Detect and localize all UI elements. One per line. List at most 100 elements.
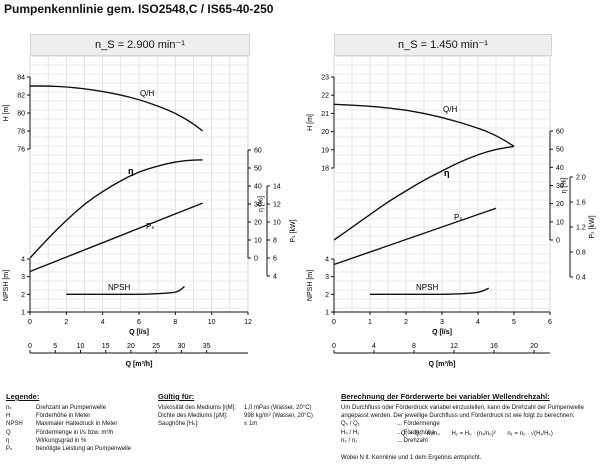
legend: nₛ Drehzahl an Pumpenwelle H Förderhöhe in… bbox=[6, 404, 131, 453]
H-tick-label: 76 bbox=[17, 147, 25, 154]
x-tick-label: 6 bbox=[548, 319, 552, 326]
x2-tick-label: 12 bbox=[450, 343, 458, 350]
calc-intro: Um Durchfluss oder Förderdruck variabel … bbox=[341, 405, 584, 420]
eta-tick-label: 60 bbox=[556, 129, 564, 136]
calc-note: Wobei N lt. Kennlinie und 1 dem Ergebnis… bbox=[341, 455, 482, 461]
x2-tick-label: 5 bbox=[53, 343, 57, 350]
x-tick-label: 8 bbox=[173, 319, 177, 326]
validity-item: Viskosität des Mediums [ηM]: 1,0 mPas (Wa… bbox=[158, 405, 312, 411]
eta-tick-label: 0 bbox=[556, 238, 560, 245]
P-tick-label: 8 bbox=[273, 238, 277, 245]
series-label: NPSH bbox=[108, 283, 130, 292]
x-tick-label: 10 bbox=[208, 319, 216, 326]
eta-axis-label: η [%] bbox=[258, 196, 265, 212]
x2-tick-label: 25 bbox=[152, 343, 160, 350]
calc-def: n₀ / n₁... Drehzahl bbox=[341, 437, 428, 444]
NPSH-tick-label: 3 bbox=[325, 274, 329, 281]
x2-tick-label: 20 bbox=[127, 343, 135, 350]
legend-item: Pₛ benötigte Leistung an Pumpenwelle bbox=[6, 446, 132, 453]
eta-tick-label: 50 bbox=[556, 147, 564, 154]
x2-tick-label: 15 bbox=[102, 343, 110, 350]
speed-label-left: n_S = 2.900 min⁻¹ bbox=[95, 39, 185, 51]
validity-block: Viskosität des Mediums [ηM]: 1,0 mPas (Wa… bbox=[158, 404, 313, 429]
speed-label-right: n_S = 1.450 min⁻¹ bbox=[398, 39, 488, 51]
page-title: Pumpenkennlinie gem. ISO2548,C / IS65-40… bbox=[4, 2, 274, 16]
NPSH-tick-label: 3 bbox=[21, 274, 25, 281]
x-tick-label: 3 bbox=[440, 319, 444, 326]
x2-tick-label: 30 bbox=[177, 343, 185, 350]
eta-tick-label: 20 bbox=[556, 201, 564, 208]
NPSH-tick-label: 1 bbox=[325, 310, 329, 317]
H-tick-label: 82 bbox=[17, 93, 25, 100]
eta-axis-label: η [%] bbox=[561, 177, 568, 193]
x-tick-label: 12 bbox=[244, 319, 252, 326]
x-tick-label: 4 bbox=[476, 319, 480, 326]
NPSH-tick-label: 4 bbox=[325, 257, 329, 264]
legend-item: Q Fördermenge in l/s bzw. m³/h bbox=[6, 429, 114, 436]
eta-tick-label: 40 bbox=[254, 184, 262, 191]
eta-tick-label: 30 bbox=[556, 183, 564, 190]
x2-axis-label: Q [m³/h] bbox=[429, 361, 456, 368]
eta-tick-label: 40 bbox=[556, 165, 564, 172]
H-tick-label: 21 bbox=[321, 111, 329, 118]
eta-tick-label: 60 bbox=[254, 148, 262, 155]
NPSH-axis-label: NPSH [m] bbox=[3, 270, 10, 301]
series-label: η bbox=[444, 168, 450, 178]
P-tick-label: 2.0 bbox=[576, 175, 586, 182]
P-tick-label: 12 bbox=[273, 202, 281, 209]
calc-def: Q₀ / Q₁... Fördermenge bbox=[341, 421, 440, 428]
series-label: η bbox=[128, 166, 134, 176]
series-eta-line bbox=[333, 145, 515, 241]
P-tick-label: 0.8 bbox=[576, 250, 586, 257]
x2-axis-label: Q [m³/h] bbox=[126, 361, 153, 368]
NPSH-tick-label: 2 bbox=[21, 292, 25, 299]
validity-item: Saughöhe [Hₛ]: ≤ 1m bbox=[158, 421, 258, 428]
x2-tick-label: 35 bbox=[203, 343, 211, 350]
x2-tick-label: 0 bbox=[28, 343, 32, 350]
formula-q: Q₁ = Q₀ · n₁/n₀ bbox=[401, 431, 440, 437]
calc-title: Berechnung der Förderwerte bei variabler… bbox=[341, 392, 550, 401]
legend-item: nₛ Drehzahl an Pumpenwelle bbox=[6, 405, 107, 411]
x2-tick-label: 0 bbox=[332, 343, 336, 350]
legend-item: η Wirkungsgrad in % bbox=[6, 437, 87, 444]
x2-tick-label: 4 bbox=[372, 343, 376, 350]
legend-title: Legende: bbox=[6, 392, 40, 401]
H-tick-label: 84 bbox=[17, 75, 25, 82]
H-tick-label: 18 bbox=[321, 166, 329, 173]
calc-def: H₀ / H₁... Förderhöhe bbox=[341, 429, 435, 436]
formula-h: H₁ = H₀ · (n₁/n₀)² bbox=[451, 431, 496, 437]
P-tick-label: 10 bbox=[273, 220, 281, 227]
x-tick-label: 2 bbox=[64, 319, 68, 326]
series-p-line bbox=[333, 207, 497, 266]
eta-tick-label: 10 bbox=[556, 219, 564, 226]
series-label: NPSH bbox=[416, 283, 438, 292]
validity-title: Gültig für: bbox=[158, 392, 195, 401]
x2-tick-label: 16 bbox=[490, 343, 498, 350]
x-tick-label: 1 bbox=[368, 319, 372, 326]
P-tick-label: 1.2 bbox=[576, 225, 586, 232]
P-tick-label: 1.6 bbox=[576, 200, 586, 207]
NPSH-tick-label: 1 bbox=[21, 310, 25, 317]
series-p-line bbox=[29, 202, 203, 273]
P-axis-label: Pₛ [kW] bbox=[290, 219, 297, 242]
x-axis-label: Q [l/s] bbox=[129, 329, 149, 336]
series-eta-line bbox=[29, 159, 203, 259]
NPSH-axis-label: NPSH [m] bbox=[307, 270, 314, 301]
series-h-line bbox=[29, 85, 204, 132]
P-tick-label: 0.4 bbox=[576, 275, 586, 282]
H-axis-label: H [m] bbox=[307, 114, 314, 131]
x2-tick-label: 8 bbox=[412, 343, 416, 350]
eta-tick-label: 50 bbox=[254, 166, 262, 173]
x-tick-label: 5 bbox=[512, 319, 516, 326]
NPSH-tick-label: 2 bbox=[325, 292, 329, 299]
P-tick-label: 6 bbox=[273, 256, 277, 263]
P-tick-label: 4 bbox=[273, 274, 277, 281]
P-axis-label: Pₛ [kW] bbox=[589, 215, 596, 238]
P-tick-label: 14 bbox=[273, 184, 281, 191]
x2-tick-label: 10 bbox=[77, 343, 85, 350]
x-axis-label: Q [l/s] bbox=[432, 329, 452, 336]
x-tick-label: 0 bbox=[332, 319, 336, 326]
